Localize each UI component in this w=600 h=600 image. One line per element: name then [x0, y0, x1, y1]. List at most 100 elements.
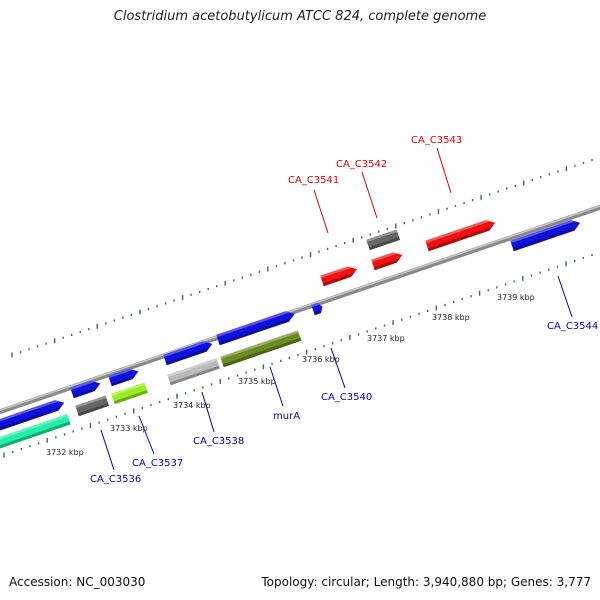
- feature-16: [510, 220, 581, 252]
- feature-4-shade: [77, 403, 110, 417]
- feature-11-shade: [313, 309, 322, 316]
- leader-line: [138, 415, 155, 455]
- label-leader-lines: [100, 147, 573, 471]
- leader-line: [436, 147, 452, 194]
- feature-2-shine: [0, 413, 68, 442]
- feature-13-shine: [366, 229, 398, 243]
- feature-15-shine: [425, 220, 490, 244]
- feature-3-body: [70, 380, 101, 399]
- feature-16-shade: [512, 226, 578, 252]
- gene-features: [0, 220, 581, 450]
- feature-1: [0, 400, 65, 432]
- feature-12-body: [320, 266, 358, 287]
- genome-backbone: [0, 204, 600, 415]
- feature-13-shade: [368, 237, 401, 251]
- feature-8-body: [167, 358, 220, 386]
- feature-4: [75, 395, 110, 417]
- feature-10-body: [220, 330, 302, 368]
- feature-14: [371, 252, 403, 271]
- scale-label: 3734 kbp: [173, 401, 211, 410]
- feature-11: [311, 302, 323, 316]
- feature-11-shine: [311, 302, 320, 308]
- feature-15: [425, 220, 496, 252]
- genome-backbone-highlight: [0, 205, 600, 411]
- scale-label: 3738 kbp: [432, 313, 470, 322]
- leader-line: [557, 275, 573, 318]
- lower-tick-row: [3, 253, 593, 458]
- feature-5-body: [108, 368, 139, 387]
- feature-1-shine: [0, 400, 59, 424]
- scale-label: 3736 kbp: [302, 355, 340, 364]
- feature-14-shade: [373, 258, 401, 271]
- feature-5: [108, 368, 139, 387]
- feature-12: [320, 266, 358, 287]
- feature-13-body: [366, 229, 401, 251]
- map-title: Clostridium acetobutylicum ATCC 824, com…: [113, 9, 487, 24]
- gene-labels: CA_C3541 CA_C3542 CA_C3543 CA_C3536 CA_C3537…: [90, 135, 598, 485]
- feature-13: [366, 229, 401, 251]
- feature-7-shine: [163, 341, 207, 358]
- feature-1-shade: [0, 406, 62, 432]
- leader-line: [361, 171, 378, 219]
- feature-6-shade: [113, 390, 148, 405]
- feature-5-shade: [110, 374, 137, 387]
- feature-16-body: [510, 220, 581, 252]
- feature-6: [111, 382, 148, 405]
- feature-10: [220, 330, 302, 368]
- feature-10-shine: [220, 330, 299, 360]
- feature-4-body: [75, 395, 110, 417]
- feature-15-shade: [427, 226, 493, 252]
- gene-label: CA_C3536: [90, 474, 141, 485]
- leader-line: [313, 189, 329, 234]
- feature-9: [216, 311, 295, 346]
- scale-label: 3732 kbp: [46, 448, 84, 457]
- feature-1-body: [0, 400, 65, 432]
- leader-line: [330, 347, 346, 389]
- feature-9-body: [216, 311, 295, 346]
- feature-7-shade: [165, 347, 211, 366]
- scale-label: 3733 kbp: [110, 424, 148, 433]
- feature-14-shine: [371, 252, 397, 263]
- feature-3-shade: [72, 386, 99, 399]
- gene-label: CA_C3540: [321, 392, 372, 403]
- feature-16-shine: [510, 220, 575, 244]
- feature-6-shine: [111, 382, 146, 397]
- gene-label: CA_C3543: [411, 135, 462, 146]
- feature-9-shade: [218, 317, 293, 346]
- leader-line: [269, 366, 284, 407]
- feature-4-shine: [75, 395, 107, 409]
- feature-7-body: [163, 341, 213, 366]
- feature-6-body: [111, 382, 148, 405]
- feature-9-shine: [216, 311, 290, 338]
- feature-2: [0, 413, 71, 450]
- leader-line: [201, 391, 215, 433]
- gene-label: CA_C3542: [336, 159, 387, 170]
- feature-11-body: [311, 302, 323, 316]
- scale-label: 3739 kbp: [497, 293, 535, 302]
- feature-3-shine: [70, 380, 95, 391]
- gene-label: CA_C3537: [132, 458, 183, 469]
- feature-7: [163, 341, 213, 366]
- feature-2-body: [0, 413, 71, 450]
- feature-12-shade: [322, 272, 355, 287]
- feature-3: [70, 380, 101, 399]
- feature-8-shade: [169, 365, 220, 386]
- feature-5-shine: [108, 368, 133, 379]
- scale-label: 3737 kbp: [367, 334, 405, 343]
- feature-2-shade: [0, 421, 71, 450]
- leader-line: [100, 429, 115, 471]
- feature-10-shade: [222, 337, 302, 368]
- gene-label: murA: [273, 411, 300, 422]
- accession-label: Accession: NC_003030: [9, 575, 146, 589]
- upper-tick-row: [11, 158, 593, 358]
- gene-label: CA_C3544: [547, 321, 598, 332]
- scale-labels: 3732 kbp 3733 kbp 3734 kbp 3735 kbp 3736 kbp…: [46, 293, 535, 457]
- gene-label: CA_C3538: [193, 436, 244, 447]
- gene-label: CA_C3541: [288, 175, 339, 186]
- feature-8: [167, 358, 220, 386]
- feature-14-body: [371, 252, 403, 271]
- feature-12-shine: [320, 266, 352, 279]
- genome-summary: Topology: circular; Length: 3,940,880 bp…: [261, 575, 591, 589]
- feature-8-shine: [167, 358, 218, 378]
